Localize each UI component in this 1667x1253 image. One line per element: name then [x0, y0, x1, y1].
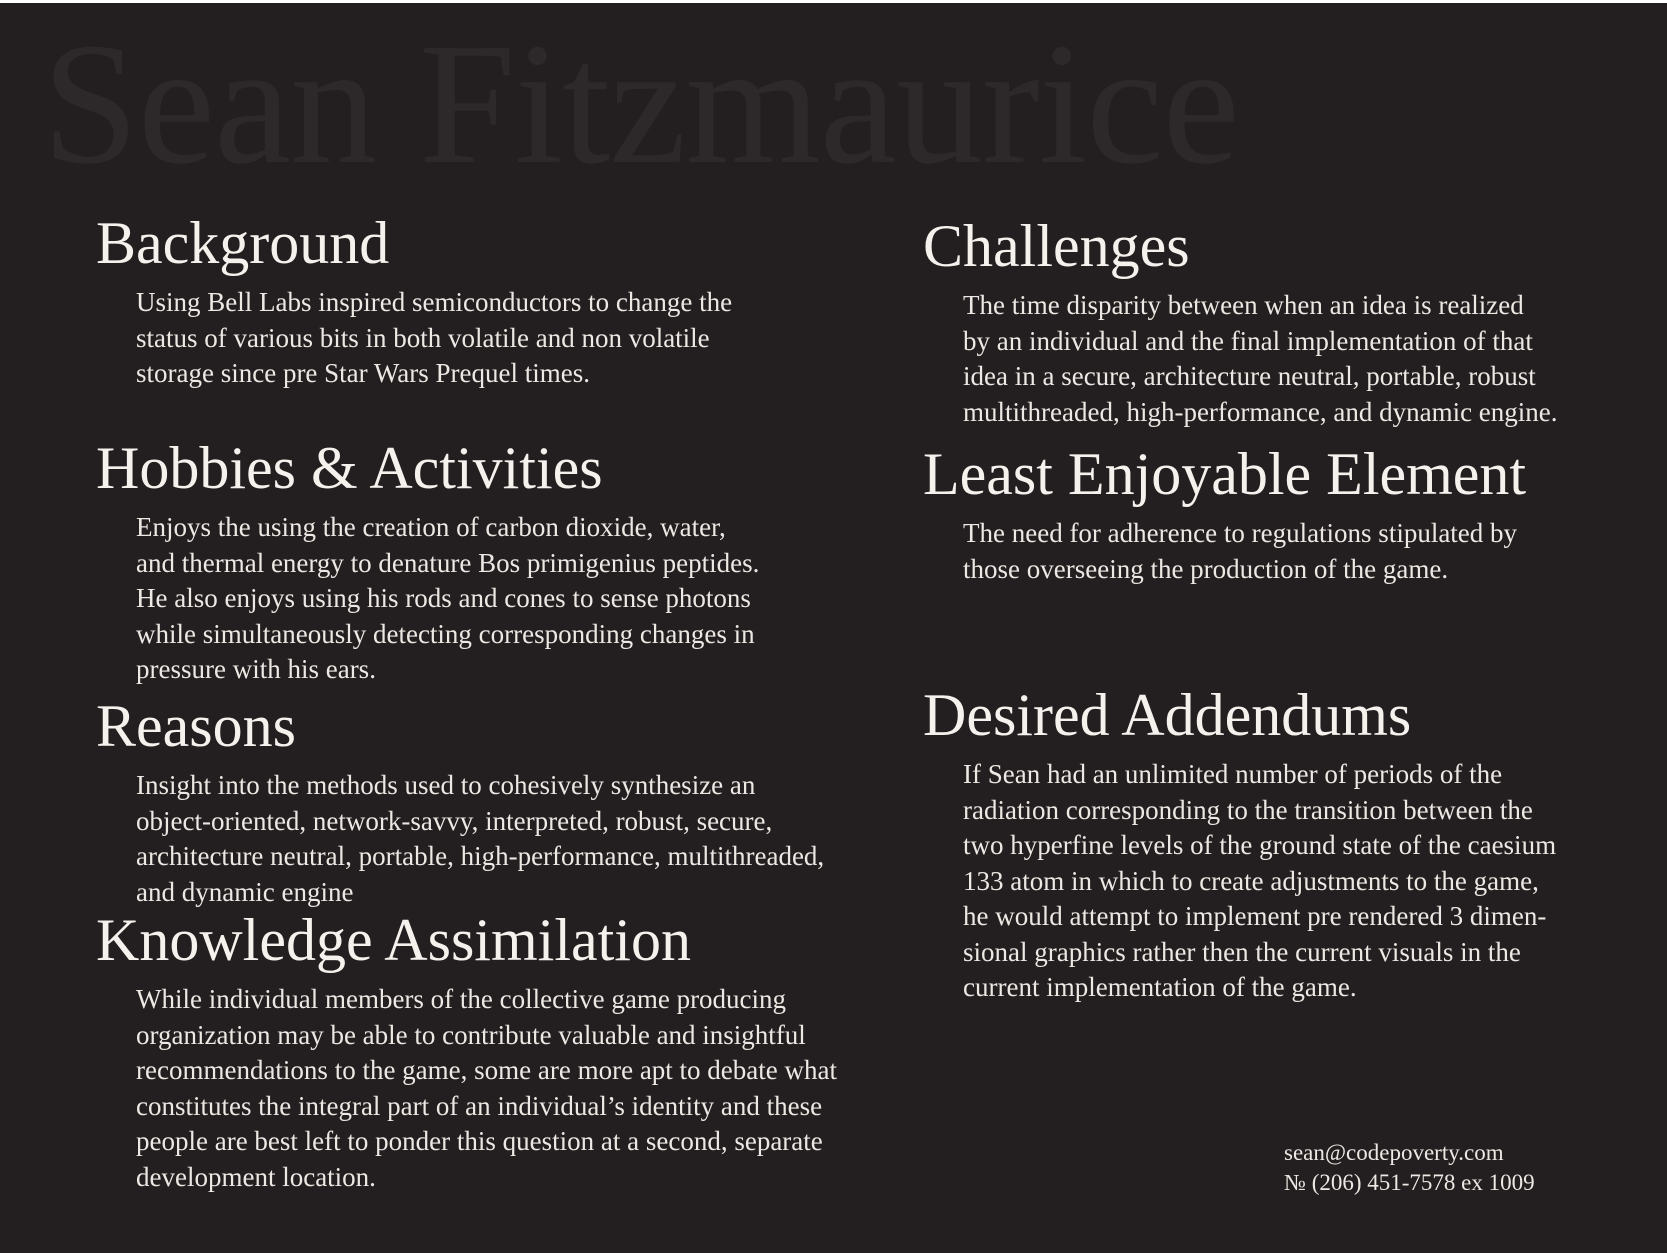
section-reasons: Reasons Insight into the methods used to…	[96, 696, 824, 910]
hobbies-heading: Hobbies & Activities	[96, 435, 603, 501]
section-background: Background Using Bell Labs inspired semi…	[96, 213, 732, 392]
hobbies-body: Enjoys the using the creation of carbon …	[136, 512, 760, 684]
section-knowledge: Knowledge Assimilation While individual …	[96, 910, 837, 1195]
section-challenges: Challenges The time disparity between wh…	[923, 216, 1558, 430]
resume-sheet: Sean Fitzmaurice Background Using Bell L…	[0, 3, 1667, 1253]
contact-email: sean@codepoverty.com	[1284, 1140, 1504, 1165]
background-body: Using Bell Labs inspired semiconductors …	[136, 287, 733, 388]
background-heading: Background	[96, 210, 390, 276]
reasons-heading: Reasons	[96, 693, 296, 759]
knowledge-heading: Knowledge Assimilation	[96, 907, 691, 973]
knowledge-body: While individual members of the collecti…	[136, 984, 837, 1192]
contact-block: sean@codepoverty.com № (206) 451-7578 ex…	[1284, 1138, 1535, 1198]
addendums-heading: Desired Addendums	[923, 682, 1412, 748]
challenges-heading: Challenges	[923, 213, 1190, 279]
name-watermark: Sean Fitzmaurice	[42, 7, 1240, 200]
section-least-enjoyable: Least Enjoyable Element The need for adh…	[923, 444, 1526, 587]
addendums-body: If Sean had an unlimited number of perio…	[963, 759, 1557, 1002]
reasons-body: Insight into the methods used to cohesiv…	[136, 770, 825, 907]
section-hobbies: Hobbies & Activities Enjoys the using th…	[96, 438, 759, 688]
least-enjoyable-heading: Least Enjoyable Element	[923, 441, 1527, 507]
contact-phone: № (206) 451-7578 ex 1009	[1284, 1170, 1535, 1195]
section-addendums: Desired Addendums If Sean had an unlimit…	[923, 685, 1556, 1006]
challenges-body: The time disparity between when an idea …	[963, 290, 1558, 427]
least-enjoyable-body: The need for adherence to regulations st…	[963, 518, 1518, 584]
